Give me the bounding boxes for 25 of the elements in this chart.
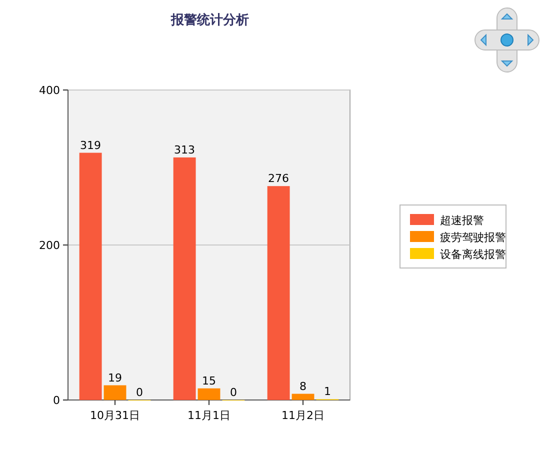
legend-label: 设备离线报警	[440, 248, 506, 261]
bar	[173, 157, 196, 400]
x-tick-label: 10月31日	[90, 409, 140, 422]
data-label: 15	[202, 374, 216, 388]
legend-label: 超速报警	[440, 214, 484, 227]
x-tick-label: 11月1日	[188, 409, 230, 422]
data-label: 1	[324, 385, 331, 398]
bar	[79, 152, 102, 400]
chart-title: 报警统计分析	[170, 12, 249, 28]
x-tick-label: 11月2日	[282, 409, 324, 422]
data-label: 8	[300, 380, 306, 393]
y-tick-label: 0	[53, 394, 60, 407]
bar	[198, 388, 220, 400]
data-label: 0	[136, 386, 143, 399]
data-label: 319	[80, 138, 102, 152]
y-tick-label: 200	[39, 239, 60, 252]
bar	[104, 385, 126, 400]
data-label: 276	[268, 172, 290, 186]
bar	[292, 394, 314, 400]
data-label: 19	[108, 371, 122, 384]
data-label: 0	[230, 386, 237, 399]
legend-label: 疲劳驾驶报警	[440, 231, 506, 244]
bar	[267, 186, 290, 400]
data-label: 313	[174, 143, 196, 156]
y-tick-label: 400	[39, 84, 60, 97]
